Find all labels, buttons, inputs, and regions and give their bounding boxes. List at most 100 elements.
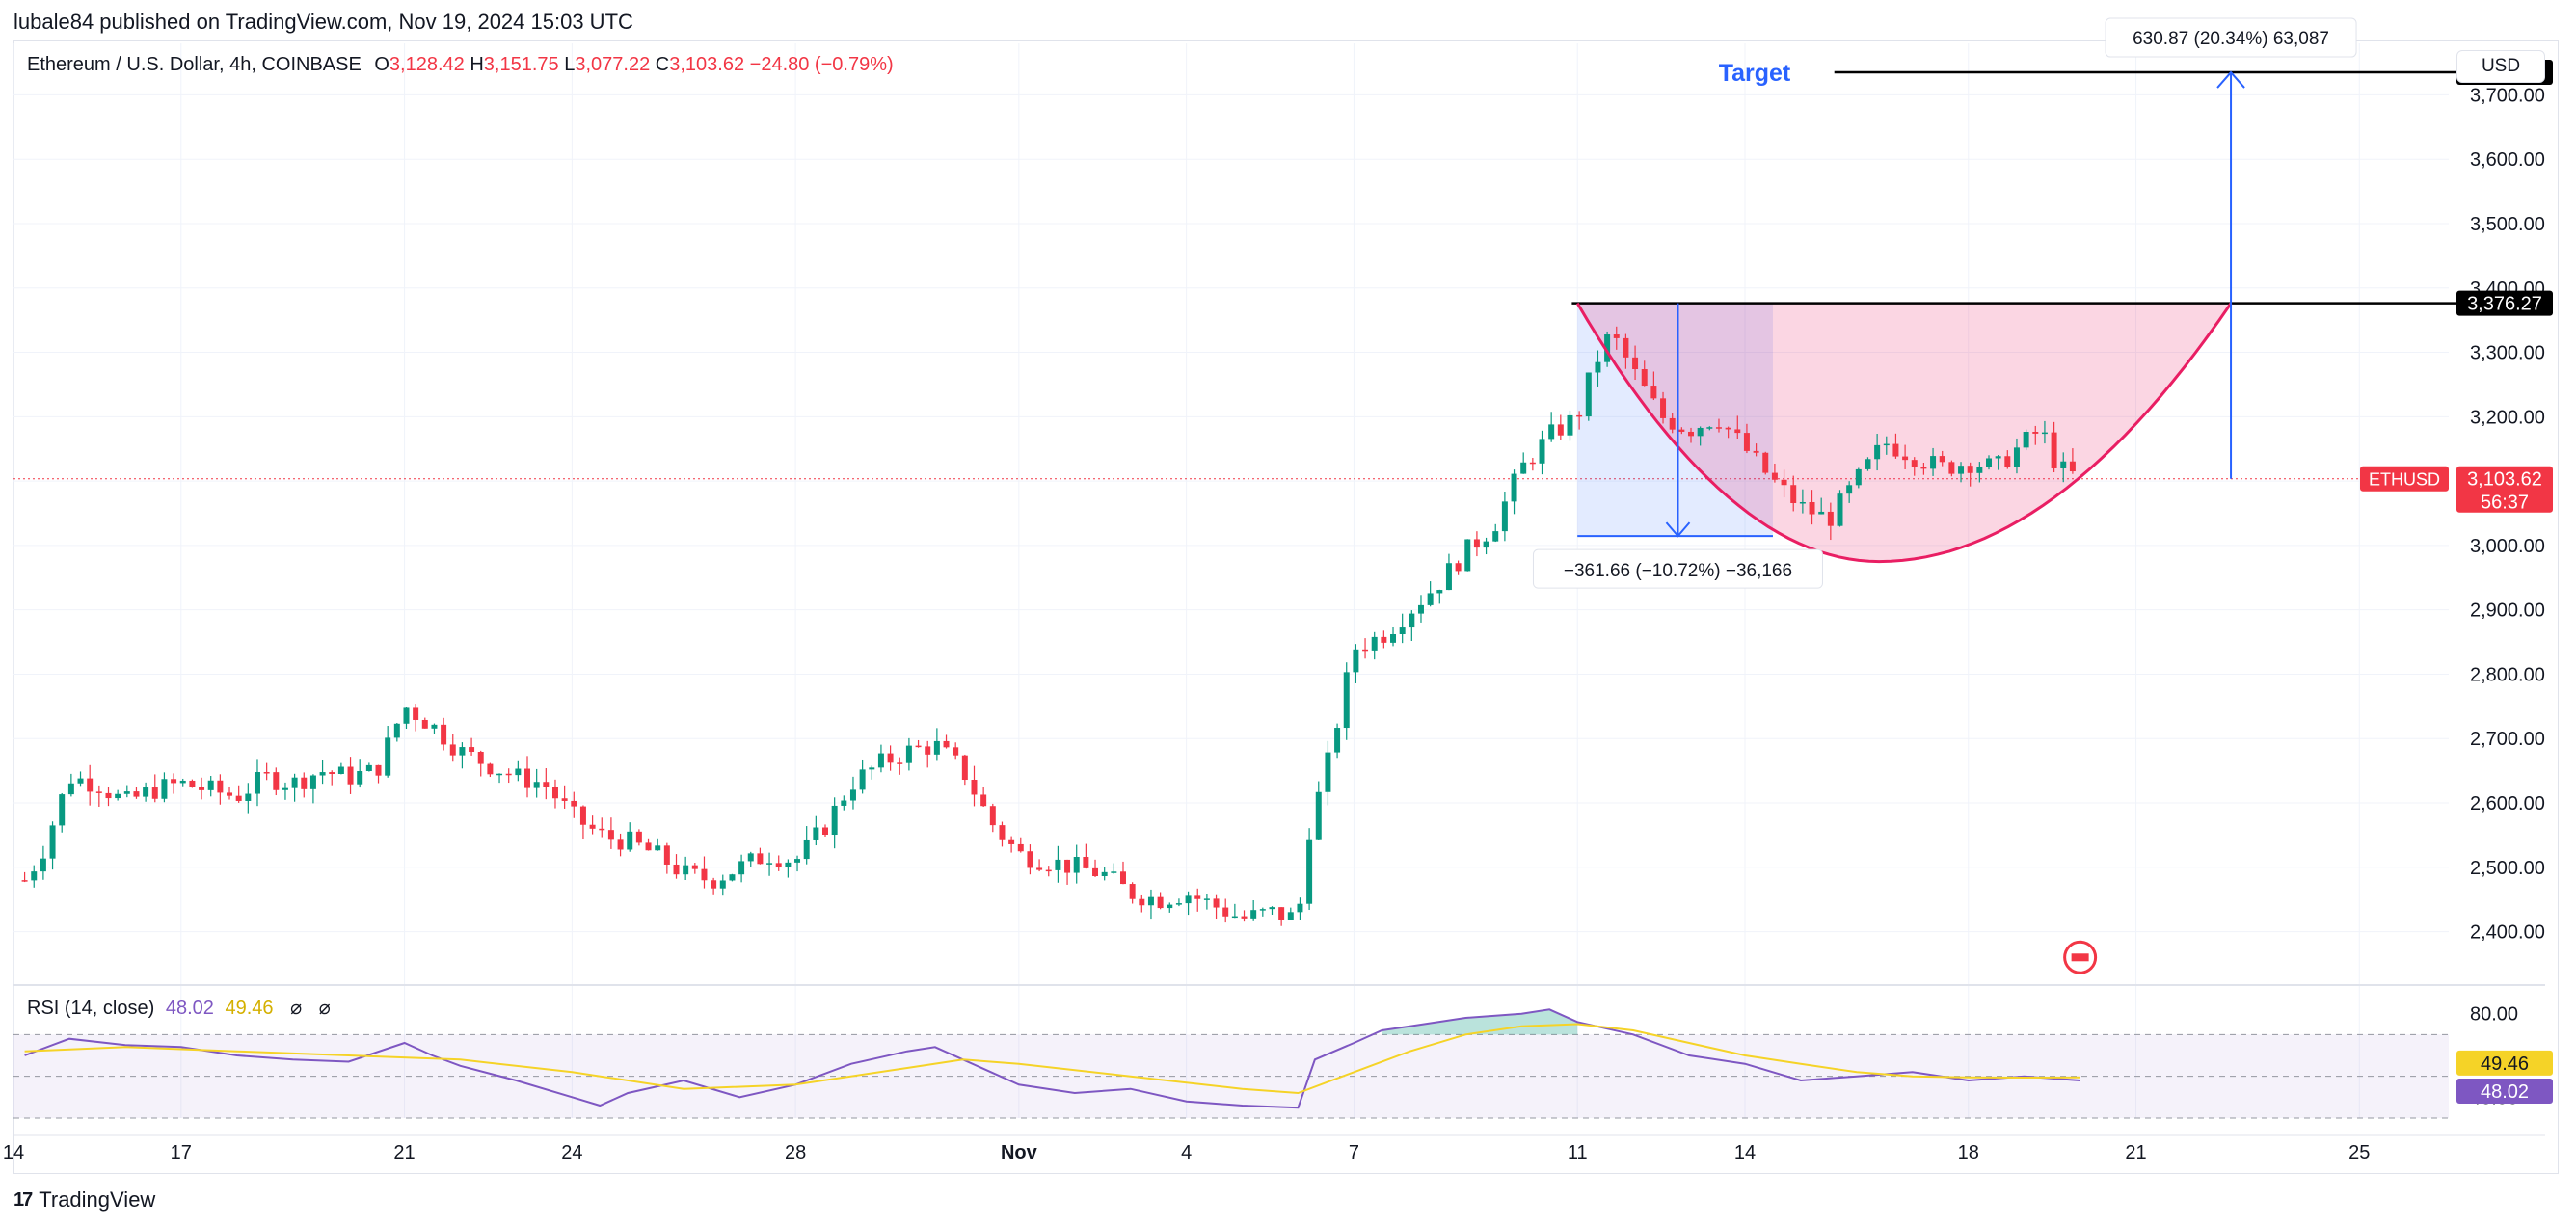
candle-body [701, 868, 708, 881]
published-header: lubale84 published on TradingView.com, N… [13, 10, 633, 34]
candle-body [87, 778, 94, 792]
candle-body [813, 827, 819, 840]
candle-body [1613, 334, 1620, 338]
candle-body [1715, 427, 1722, 429]
rsi-line [24, 1008, 2080, 1109]
low-label: L [564, 54, 576, 75]
candle-body [1008, 839, 1015, 844]
candle-body [1632, 357, 1639, 370]
measure-up-label: 630.87 (20.34%) 63,087 [2133, 29, 2329, 49]
candle-body [1958, 466, 1965, 474]
candle-body [1064, 859, 1071, 873]
candle-body [235, 795, 242, 801]
candle-body [524, 768, 531, 788]
rsi-ma-tag: 49.46 [2481, 1054, 2529, 1075]
price-symbol-tag-box [2360, 466, 2449, 492]
candle-body [1539, 439, 1545, 464]
currency-selector[interactable]: USD [2456, 50, 2545, 83]
time-tick-label: 14 [1734, 1142, 1756, 1163]
candle-body [905, 745, 912, 763]
candle-body [115, 793, 121, 799]
measure-down-arrowhead [1665, 521, 1691, 538]
time-tick-label: 25 [2348, 1142, 2370, 1163]
candle-body [2069, 461, 2076, 472]
candle-body [207, 780, 214, 790]
time-tick-label: 14 [3, 1142, 24, 1163]
candle-body [635, 831, 642, 843]
candle-body [1362, 649, 1369, 652]
candle-body [1623, 337, 1629, 358]
candle-body [1650, 386, 1657, 399]
candle-body [1967, 466, 1973, 473]
news-flag-stripe [2071, 953, 2089, 962]
time-tick-label: 21 [393, 1142, 415, 1163]
open-value: 3,128.42 [389, 54, 465, 75]
candle-body [1501, 501, 1508, 532]
rsi-off-mark-2: ⌀ [318, 998, 331, 1019]
price-symbol-tag: ETHUSD [2369, 470, 2440, 490]
candle-body [1771, 472, 1778, 480]
candle-body [673, 864, 680, 875]
candle-body [1948, 462, 1955, 474]
candle-body [1445, 563, 1452, 591]
candle-body [1697, 427, 1704, 437]
candle-body [1399, 627, 1406, 634]
candle-body [1641, 369, 1648, 387]
resistance-price-tag: 3,376.27 [2467, 294, 2542, 315]
rsi-ma-value: 49.46 [225, 998, 274, 1019]
candle-body [254, 772, 260, 794]
candle-body [105, 792, 112, 799]
candle-body [375, 764, 382, 776]
candle-body [77, 778, 84, 784]
candle-body [1343, 672, 1350, 729]
candle-body [263, 772, 270, 774]
footer-brand[interactable]: 17 TradingView [13, 1187, 155, 1213]
candle-body [1669, 417, 1676, 430]
candle-body [747, 853, 754, 862]
time-tick-label: 18 [1958, 1142, 1979, 1163]
candle-body [663, 845, 670, 865]
candle-body [1511, 473, 1517, 502]
candle-body [227, 792, 233, 796]
candle-body [1325, 752, 1331, 792]
price-tick-label: 3,500.00 [2470, 214, 2545, 235]
price-tick-label: 3,000.00 [2470, 536, 2545, 557]
candle-body [1595, 361, 1601, 373]
candle-body [1381, 636, 1387, 643]
candle-body [1055, 859, 1061, 870]
time-tick-label: 21 [2125, 1142, 2146, 1163]
candle-body [385, 737, 391, 776]
candle-body [869, 767, 875, 770]
time-tick-label: 4 [1181, 1142, 1192, 1163]
pattern-fills [1577, 303, 2232, 562]
time-tick-label: 28 [785, 1142, 806, 1163]
candle-body [245, 793, 252, 801]
candle-body [803, 839, 810, 860]
candle-body [421, 719, 428, 729]
grid [13, 43, 2545, 1136]
candle-body [1818, 511, 1825, 515]
candle-body [1520, 462, 1527, 474]
candle-body [757, 853, 764, 865]
candle-body [683, 865, 689, 875]
candle-body [729, 874, 736, 881]
candle-body [1241, 916, 1248, 919]
candle-body [859, 769, 866, 790]
candle-body [337, 766, 344, 774]
candle-body [1576, 414, 1583, 417]
candle-body [319, 772, 326, 776]
candle-body [67, 783, 74, 795]
close-value: 3,103.62 [669, 54, 745, 75]
price-tick-label: 2,800.00 [2470, 664, 2545, 685]
candle-body [282, 787, 288, 790]
candle-body [189, 780, 196, 787]
rsi-tick-label: 80.00 [2470, 1004, 2518, 1026]
symbol-legend: Ethereum / U.S. Dollar, 4h, COINBASE O3,… [27, 54, 894, 76]
candle-body [59, 794, 66, 826]
candle-body [1660, 398, 1667, 418]
candle-body [1790, 485, 1797, 503]
measure-down-label-box [1532, 548, 1823, 589]
candle-body [477, 752, 484, 764]
candle-body [1557, 424, 1564, 436]
